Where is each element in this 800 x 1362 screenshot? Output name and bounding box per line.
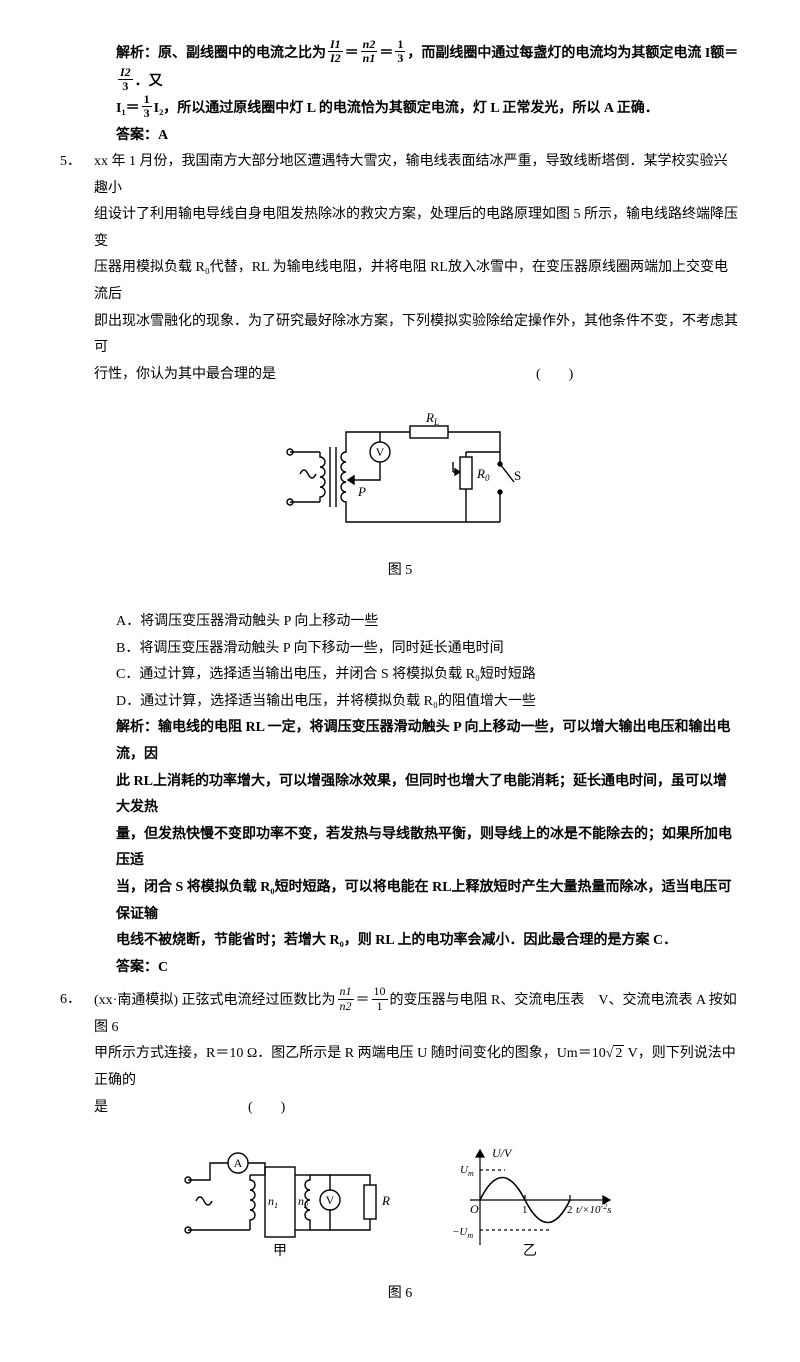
num: I2	[118, 66, 133, 80]
fig6-caption: 图 6	[60, 1281, 740, 1308]
eq: ＝	[345, 46, 359, 61]
text2: I₂，所以通过原线圈中灯 L 的电流恰为其额定电流，灯 L 正常发光，所以 A …	[154, 101, 659, 116]
num: n1	[338, 985, 354, 999]
text: 甲所示方式连接，R＝10 Ω．图乙所示是 R 两端电压 U 随时间变化的图象，U…	[94, 1046, 606, 1061]
frac-n2-n1: n2n1	[361, 38, 378, 65]
q6-stem: 6． (xx·南通模拟) 正弦式电流经过匝数比为n1n2＝101的变压器与电阻 …	[60, 987, 740, 1121]
label-n1: n1	[268, 1194, 278, 1210]
q5-optB: B．将调压变压器滑动触头 P 向下移动一些，同时延长通电时间	[116, 636, 740, 663]
q6-number: 6．	[60, 987, 94, 1121]
frac-10-1: 101	[372, 985, 388, 1012]
den: 3	[395, 52, 405, 65]
label-p: P	[357, 484, 366, 499]
fig5-caption: 图 5	[60, 558, 740, 585]
fig6-left-caption: 甲	[273, 1244, 287, 1259]
q4-analysis-line2: I₁＝13I₂，所以通过原线圈中灯 L 的电流恰为其额定电流，灯 L 正常发光，…	[116, 95, 740, 123]
q4-answer: 答案：A	[116, 123, 740, 150]
text: 解析：原、副线圈中的电流之比为	[116, 46, 326, 61]
figure-6: A V n1 n2 R 甲 U/V Um −Um O 1 2 t/×10-2s …	[60, 1135, 740, 1308]
q6-body: (xx·南通模拟) 正弦式电流经过匝数比为n1n2＝101的变压器与电阻 R、交…	[94, 987, 740, 1121]
den: 1	[372, 1000, 388, 1013]
line: 压器用模拟负载 R₀代替，RL 为输电线电阻，并将电阻 RL放入冰雪中，在变压器…	[94, 255, 740, 308]
den: 3	[118, 80, 133, 93]
eq: ＝	[356, 993, 370, 1008]
q5-stem: 5． xx 年 1 月份，我国南方大部分地区遭遇特大雪灾，输电线表面结冰严重，导…	[60, 149, 740, 388]
dot: ．又	[135, 73, 163, 88]
figure-5: RL R0 V P S 图 5	[60, 402, 740, 585]
line: 行性，你认为其中最合理的是 ( )	[94, 362, 740, 389]
xtick-2: 2	[567, 1204, 573, 1216]
num: 1	[142, 93, 152, 107]
num: I1	[328, 38, 343, 52]
text: 是	[94, 1100, 108, 1115]
q5-optD: D．通过计算，选择适当输出电压，并将模拟负载 R₀的阻值增大一些	[116, 689, 740, 716]
q5-answer: 答案：C	[116, 955, 740, 982]
text: (xx·南通模拟) 正弦式电流经过匝数比为	[94, 993, 336, 1008]
num: n2	[361, 38, 378, 52]
den: n2	[338, 1000, 354, 1013]
q5-ana-l5: 电线不被烧断，节能省时；若增大 R₀，则 RL 上的电功率会减小．因此最合理的是…	[116, 928, 740, 955]
paren: ( )	[536, 367, 573, 382]
text: I₁＝	[116, 101, 140, 116]
label-rl: RL	[425, 410, 439, 427]
frac-i2-3: I23	[118, 66, 133, 93]
label-r0: R0	[476, 466, 490, 483]
line: 组设计了利用输电导线自身电阻发热除冰的救灾方案，处理后的电路原理如图 5 所示，…	[94, 202, 740, 255]
text2: ，而副线圈中通过每盏灯的电流均为其额定电流 I额＝	[407, 46, 738, 61]
frac-1-3: 13	[395, 38, 405, 65]
text: 行性，你认为其中最合理的是	[94, 367, 276, 382]
q5-ana-l3: 量，但发热快慢不变即功率不变，若发热与导线散热平衡，则导线上的冰是不能除去的；如…	[116, 822, 740, 875]
den: n1	[361, 52, 378, 65]
line: 即出现冰雪融化的现象．为了研究最好除冰方案，下列模拟实验除给定操作外，其他条件不…	[94, 309, 740, 362]
line1: (xx·南通模拟) 正弦式电流经过匝数比为n1n2＝101的变压器与电阻 R、交…	[94, 987, 740, 1041]
q5-ana-l2: 此 RL上消耗的功率增大，可以增强除冰效果，但同时也增大了电能消耗；延长通电时间…	[116, 769, 740, 822]
paren: ( )	[248, 1100, 285, 1115]
den: I2	[328, 52, 343, 65]
circuit-fig6: A V n1 n2 R 甲 U/V Um −Um O 1 2 t/×10-2s …	[170, 1135, 630, 1275]
frac-i1-i2: I1I2	[328, 38, 343, 65]
line3: 是 ( )	[94, 1095, 740, 1122]
q5-number: 5．	[60, 149, 94, 388]
origin-label: O	[470, 1202, 479, 1216]
q4-analysis-line1: 解析：原、副线圈中的电流之比为I1I2＝n2n1＝13，而副线圈中通过每盏灯的电…	[116, 40, 740, 95]
fig6-right-caption: 乙	[523, 1243, 537, 1259]
yaxis-label: U/V	[492, 1146, 513, 1160]
label-n2: n2	[298, 1194, 308, 1210]
eq2: ＝	[379, 46, 393, 61]
neg-um-label: −Um	[452, 1226, 473, 1240]
label-a: A	[234, 1156, 243, 1170]
q5-ana-l1: 解析：输电线的电阻 RL 一定，将调压变压器滑动触头 P 向上移动一些，可以增大…	[116, 715, 740, 768]
xtick-1: 1	[522, 1204, 528, 1216]
num: 1	[395, 38, 405, 52]
um-label: Um	[460, 1164, 474, 1178]
sqrt-val: 2	[613, 1045, 624, 1061]
q5-body: xx 年 1 月份，我国南方大部分地区遭遇特大雪灾，输电线表面结冰严重，导致线断…	[94, 149, 740, 388]
xlabel: t/×10-2s	[576, 1202, 612, 1216]
label-v: V	[326, 1193, 335, 1207]
label-v: V	[376, 445, 385, 459]
frac-n1-n2: n1n2	[338, 985, 354, 1012]
q5-optA: A．将调压变压器滑动触头 P 向上移动一些	[116, 609, 740, 636]
circuit-fig5: RL R0 V P S	[270, 402, 530, 552]
num: 10	[372, 985, 388, 999]
q5-ana-l4: 当，闭合 S 将模拟负载 R₀短时短路，可以将电能在 RL上释放短时产生大量热量…	[116, 875, 740, 928]
den: 3	[142, 107, 152, 120]
label-r: R	[381, 1193, 390, 1208]
line: xx 年 1 月份，我国南方大部分地区遭遇特大雪灾，输电线表面结冰严重，导致线断…	[94, 149, 740, 202]
frac-1-3b: 13	[142, 93, 152, 120]
line2: 甲所示方式连接，R＝10 Ω．图乙所示是 R 两端电压 U 随时间变化的图象，U…	[94, 1041, 740, 1094]
q5-optC: C．通过计算，选择适当输出电压，并闭合 S 将模拟负载 R₀短时短路	[116, 662, 740, 689]
label-s: S	[514, 468, 521, 483]
